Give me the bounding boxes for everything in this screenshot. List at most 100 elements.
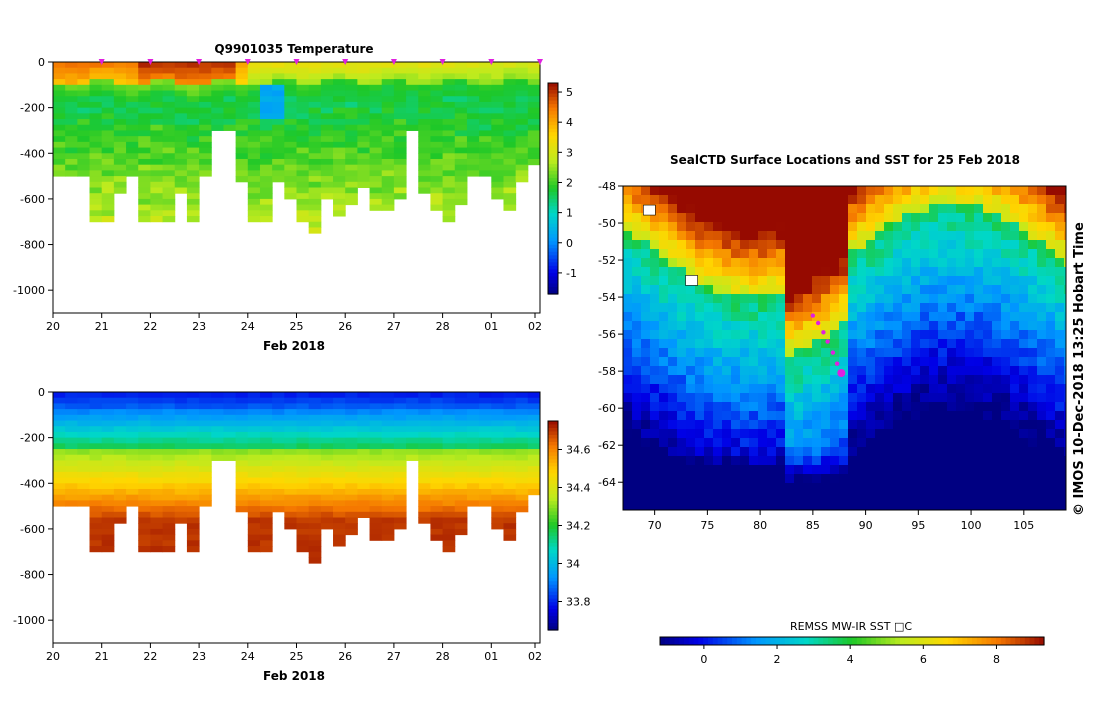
sst-cell [677, 492, 687, 502]
salinity-cell [53, 437, 66, 444]
salinity-cell [199, 471, 212, 479]
temperature-cell [53, 79, 66, 86]
sst-cell [839, 240, 849, 250]
temperature-cell [138, 101, 151, 109]
temperature-cell [259, 90, 273, 97]
sst-cell [938, 240, 948, 250]
sst-cell [641, 330, 651, 340]
salinity-cell [65, 431, 78, 439]
sst-cell [965, 501, 975, 510]
temperature-cell [211, 67, 224, 74]
salinity-cell [418, 431, 431, 439]
sst-cell [938, 447, 948, 457]
salinity-cell [527, 403, 540, 410]
salinity-cell [527, 477, 540, 484]
sst-cell [659, 474, 669, 484]
sst-cell [767, 276, 777, 286]
sst-cell [1046, 276, 1056, 286]
sst-cell [857, 465, 867, 475]
salinity-cell [186, 397, 200, 404]
salinity-cell [126, 431, 139, 439]
temperature-cell [381, 101, 395, 109]
salinity-cell [162, 528, 176, 536]
temperature-cell [418, 84, 431, 92]
salinity-cell [211, 437, 224, 444]
sst-cell [740, 501, 750, 510]
salinity-cell [418, 466, 431, 473]
temperature-cell [223, 101, 237, 109]
salinity-cell [357, 420, 371, 427]
sst-cell [686, 204, 696, 214]
sst-colorbar-segment [727, 637, 733, 645]
sst-cell [992, 186, 1002, 196]
salinity-cell [138, 466, 151, 473]
sst-cell [875, 276, 885, 286]
temperature-cell [284, 164, 297, 171]
salinity-cell [247, 488, 261, 496]
temperature-cell [53, 147, 66, 154]
salinity-cell [126, 414, 139, 422]
salinity-cell [272, 506, 285, 513]
salinity-cell [186, 500, 200, 507]
sst-cell [785, 411, 795, 421]
sst-cell [1019, 438, 1029, 448]
sst-cell [893, 474, 903, 484]
sst-cell [749, 348, 759, 358]
sst-colorbar-segment [900, 637, 906, 645]
sst-cell [803, 267, 813, 277]
salinity-cell [101, 500, 115, 507]
temperature-cell [442, 67, 456, 74]
temperature-cell [454, 79, 468, 86]
temperature-cell [442, 73, 456, 80]
sst-cell [623, 465, 633, 475]
temperature-cell [162, 79, 176, 86]
sst-cell [920, 447, 930, 457]
temperature-cell [454, 170, 468, 177]
temperature-cell [369, 147, 383, 154]
sst-cell [1028, 222, 1038, 232]
sst-colorbar-segment [717, 637, 723, 645]
sst-cell [1055, 465, 1065, 475]
temperature-cell [333, 181, 346, 188]
salinity-cell [527, 426, 540, 433]
temperature-cell [503, 204, 517, 211]
temperature-cell [247, 96, 261, 103]
temperature-cell [113, 124, 127, 131]
temperature-cell [113, 130, 127, 137]
temperature-cell [430, 170, 444, 177]
salinity-cell [503, 477, 517, 484]
temperature-cell [174, 124, 188, 131]
salinity-cell [466, 403, 480, 410]
temperature-cell [442, 153, 456, 160]
sst-cell [929, 231, 939, 241]
sst-cell [740, 438, 750, 448]
sst-cell [704, 420, 714, 430]
sst-cell [650, 195, 660, 205]
sst-cell [1019, 393, 1029, 403]
sst-cell [623, 474, 633, 484]
sst-cell [911, 294, 921, 304]
temperature-cell [223, 119, 237, 126]
sst-cell [641, 195, 651, 205]
sst-cell [749, 294, 759, 304]
sst-cell [884, 267, 894, 277]
salinity-cell [369, 454, 383, 461]
temperature-x-tick-label: 22 [143, 320, 157, 333]
sst-cell [884, 330, 894, 340]
temperature-cell [101, 84, 115, 92]
sst-cell [1064, 195, 1066, 205]
salinity-cell [369, 523, 383, 530]
sst-cell [983, 420, 993, 430]
sst-cell [632, 276, 642, 286]
sst-cell [965, 321, 975, 331]
salinity-cell [479, 488, 492, 496]
sst-cell [1055, 222, 1065, 232]
temperature-cell [174, 113, 188, 120]
salinity-cell [442, 506, 456, 513]
sst-cell [1028, 420, 1038, 430]
sst-cell [1010, 438, 1020, 448]
salinity-cell [89, 414, 103, 422]
sst-cell [1064, 402, 1066, 412]
salinity-cell [527, 437, 540, 444]
temperature-cell [53, 119, 66, 126]
